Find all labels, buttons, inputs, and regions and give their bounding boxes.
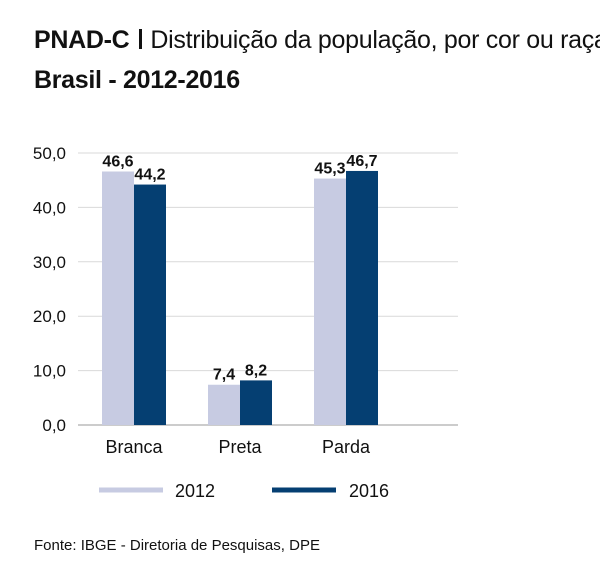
- data-label: 45,3: [314, 161, 345, 178]
- data-label: 7,4: [213, 367, 235, 384]
- x-axis: Branca Preta Parda: [105, 437, 371, 457]
- data-label: 46,6: [102, 153, 133, 170]
- y-tick-label: 40,0: [33, 198, 66, 217]
- data-label: 8,2: [245, 362, 267, 379]
- source-note: Fonte: IBGE - Diretoria de Pesquisas, DP…: [34, 537, 320, 554]
- region-period: Brasil - 2012-2016: [34, 66, 240, 94]
- y-tick-label: 0,0: [42, 416, 66, 435]
- legend-label-2012: 2012: [175, 481, 215, 501]
- bar-chart: 0,0 10,0 20,0 30,0 40,0 50,0 46,644,2 7,4 8,2 45…: [33, 144, 458, 501]
- y-tick-label: 50,0: [33, 144, 66, 163]
- x-tick-label: Branca: [105, 437, 163, 457]
- bar-branca-2012: [102, 171, 134, 425]
- title-separator: [139, 29, 143, 49]
- chart-subtitle: Distribuição da população, por cor ou ra…: [150, 26, 600, 54]
- y-axis: 0,0 10,0 20,0 30,0 40,0 50,0: [33, 144, 66, 435]
- legend-label-2016: 2016: [349, 481, 389, 501]
- bar-preta-2012: [208, 384, 240, 425]
- bar-branca-2016: [134, 184, 166, 425]
- bar-parda-2016: [346, 170, 378, 425]
- x-tick-label: Parda: [322, 437, 371, 457]
- chart-title: PNAD-C Distribuição da população, por cor…: [34, 26, 600, 55]
- survey-name: PNAD-C: [34, 26, 130, 54]
- bar-preta-2016: [240, 380, 272, 425]
- data-labels: 46,644,2 7,4 8,2 45,3 46,7: [102, 153, 377, 384]
- bars: [102, 170, 378, 425]
- bar-parda-2012: [314, 178, 346, 425]
- data-label: 44,2: [134, 167, 165, 184]
- y-tick-label: 30,0: [33, 253, 66, 272]
- legend: 2012 2016: [99, 481, 389, 501]
- x-tick-label: Preta: [218, 437, 262, 457]
- y-tick-label: 20,0: [33, 307, 66, 326]
- data-label: 46,7: [346, 153, 377, 170]
- y-tick-label: 10,0: [33, 362, 66, 381]
